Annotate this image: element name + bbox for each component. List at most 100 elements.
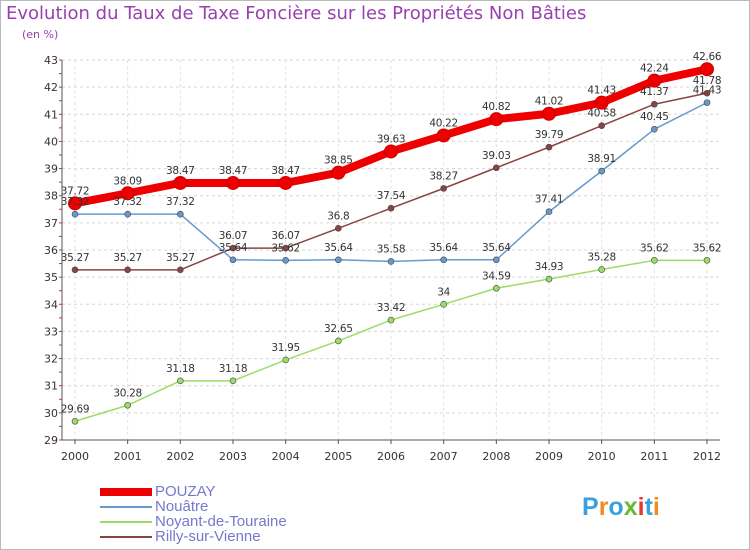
- data-label: 35.62: [640, 242, 669, 254]
- data-point: [282, 244, 289, 252]
- data-point: [545, 208, 553, 216]
- data-label: 38.47: [166, 165, 195, 177]
- proxiti-logo: Proxiti: [582, 493, 660, 522]
- data-point: [651, 125, 658, 133]
- chart-legend: POUZAY Nouâtre Noyant-de-Touraine Rilly-sur…: [100, 483, 287, 545]
- data-point: [703, 257, 711, 264]
- data-point: [335, 337, 342, 345]
- y-tick-label: 33: [44, 325, 58, 338]
- data-label: 41.43: [693, 85, 722, 97]
- data-point: [440, 300, 447, 308]
- data-point: [278, 175, 293, 190]
- data-label: 42.66: [693, 51, 722, 63]
- data-label: 38.47: [271, 165, 300, 177]
- data-label: 31.18: [166, 363, 195, 375]
- chart-title: Evolution du Taux de Taxe Foncière sur l…: [6, 3, 587, 24]
- data-point: [226, 175, 240, 190]
- x-tick-label: 2007: [430, 450, 458, 463]
- x-tick-label: 2001: [114, 450, 142, 463]
- data-point: [229, 244, 237, 252]
- data-label: 30.28: [113, 387, 142, 399]
- data-point: [594, 95, 609, 110]
- data-label: 35.28: [587, 252, 616, 264]
- y-tick-label: 35: [44, 271, 58, 284]
- logo-letter: i: [652, 493, 660, 521]
- data-point: [331, 165, 346, 180]
- x-tick-label: 2005: [324, 450, 352, 463]
- logo-letter: t: [644, 493, 653, 521]
- y-tick-label: 41: [44, 108, 58, 121]
- data-label: 38.27: [429, 170, 458, 182]
- data-point: [493, 164, 500, 172]
- data-label: 36.07: [219, 230, 248, 242]
- y-tick-label: 36: [44, 244, 58, 257]
- data-label: 32.65: [324, 323, 353, 335]
- y-tick-label: 37: [44, 217, 58, 230]
- x-tick-label: 2004: [272, 450, 300, 463]
- y-tick-label: 39: [44, 163, 58, 176]
- data-label: 35.62: [271, 242, 300, 254]
- legend-swatch: [100, 505, 152, 508]
- x-tick-label: 2010: [588, 450, 616, 463]
- legend-item: Nouâtre: [100, 498, 287, 515]
- data-label: 41.43: [587, 85, 616, 97]
- data-point: [651, 257, 658, 264]
- data-point: [229, 256, 237, 264]
- data-point: [598, 167, 605, 175]
- data-point: [124, 210, 131, 218]
- data-point: [282, 356, 289, 364]
- data-point: [545, 143, 553, 151]
- data-label: 42.24: [640, 63, 669, 75]
- y-tick-label: 34: [44, 298, 58, 311]
- data-point: [440, 256, 447, 264]
- data-label: 41.78: [693, 75, 722, 87]
- logo-letter: o: [608, 493, 624, 521]
- data-label: 35.64: [429, 242, 458, 254]
- y-tick-label: 42: [44, 81, 58, 94]
- data-label: 41.02: [535, 96, 564, 108]
- data-label: 35.64: [482, 242, 511, 254]
- data-point: [124, 266, 131, 274]
- data-label: 38.09: [113, 175, 142, 187]
- data-point: [598, 122, 605, 129]
- legend-swatch: [100, 535, 152, 538]
- logo-letter: P: [582, 493, 599, 521]
- logo-letter: r: [598, 493, 609, 521]
- x-tick-label: 2000: [61, 450, 89, 463]
- data-label: 39.03: [482, 150, 511, 162]
- x-tick-label: 2011: [640, 450, 668, 463]
- data-label: 31.95: [271, 342, 300, 354]
- data-label: 38.47: [219, 165, 248, 177]
- x-tick-label: 2003: [219, 450, 247, 463]
- data-point: [173, 175, 188, 190]
- data-label: 36.8: [327, 210, 349, 222]
- legend-label: Rilly-sur-Vienne: [155, 528, 261, 545]
- legend-label: Nouâtre: [155, 498, 209, 515]
- data-point: [229, 377, 237, 385]
- data-point: [177, 210, 184, 218]
- data-label: 31.18: [219, 363, 248, 375]
- y-tick-label: 38: [44, 190, 58, 203]
- data-label: 34.59: [482, 270, 511, 282]
- y-tick-label: 32: [44, 353, 58, 366]
- data-label: 36.07: [271, 230, 300, 242]
- x-tick-label: 2006: [377, 450, 405, 463]
- data-label: 35.64: [324, 242, 353, 254]
- chart-unit-label: (en %): [22, 28, 59, 41]
- data-label: 35.64: [219, 242, 248, 254]
- legend-item: Noyant-de-Touraine: [100, 513, 287, 530]
- data-label: 37.41: [535, 194, 564, 206]
- data-label: 33.42: [377, 302, 406, 314]
- data-label: 37.32: [113, 196, 142, 208]
- data-point: [384, 144, 398, 159]
- data-point: [542, 106, 556, 121]
- data-label: 35.27: [61, 252, 90, 264]
- data-point: [387, 258, 395, 265]
- data-label: 35.27: [166, 252, 195, 264]
- logo-letter: x: [623, 493, 638, 521]
- data-label: 40.82: [482, 101, 511, 113]
- data-point: [440, 185, 447, 192]
- data-label: 34: [437, 286, 450, 298]
- data-point: [703, 99, 711, 106]
- data-label: 38.85: [324, 155, 353, 167]
